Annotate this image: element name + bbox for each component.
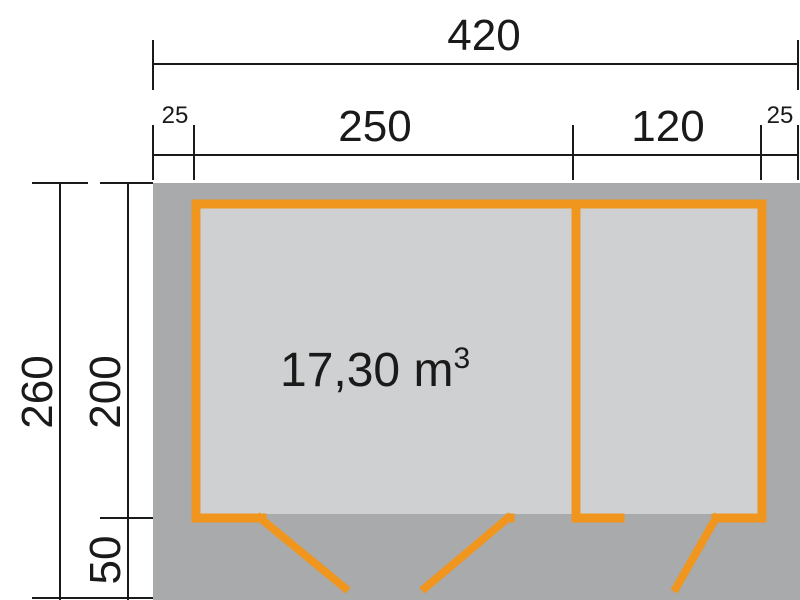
room-left-floor bbox=[200, 208, 573, 514]
dim-right-overhang: 25 bbox=[767, 102, 794, 129]
dim-room-depth: 200 bbox=[81, 355, 130, 428]
room-right-floor bbox=[580, 208, 758, 514]
area-value: 17,30 m bbox=[280, 344, 453, 397]
doors bbox=[254, 512, 722, 594]
door-right-leaf bbox=[670, 512, 722, 594]
dim-overall-depth: 260 bbox=[13, 355, 62, 428]
area-label: 17,30 m3 bbox=[280, 342, 470, 397]
door-middle-leaf bbox=[419, 512, 514, 594]
area-superscript: 3 bbox=[453, 342, 470, 375]
wall-left-room bbox=[191, 199, 767, 523]
dim-room-right-width: 120 bbox=[631, 102, 704, 151]
dimension-lines bbox=[32, 40, 799, 600]
dim-porch-depth: 50 bbox=[81, 536, 130, 585]
dim-overall-width: 420 bbox=[447, 11, 520, 60]
dim-room-left-width: 250 bbox=[338, 102, 411, 151]
door-left-leaf bbox=[254, 512, 351, 594]
walls bbox=[191, 199, 767, 523]
dim-left-overhang: 25 bbox=[162, 102, 189, 129]
